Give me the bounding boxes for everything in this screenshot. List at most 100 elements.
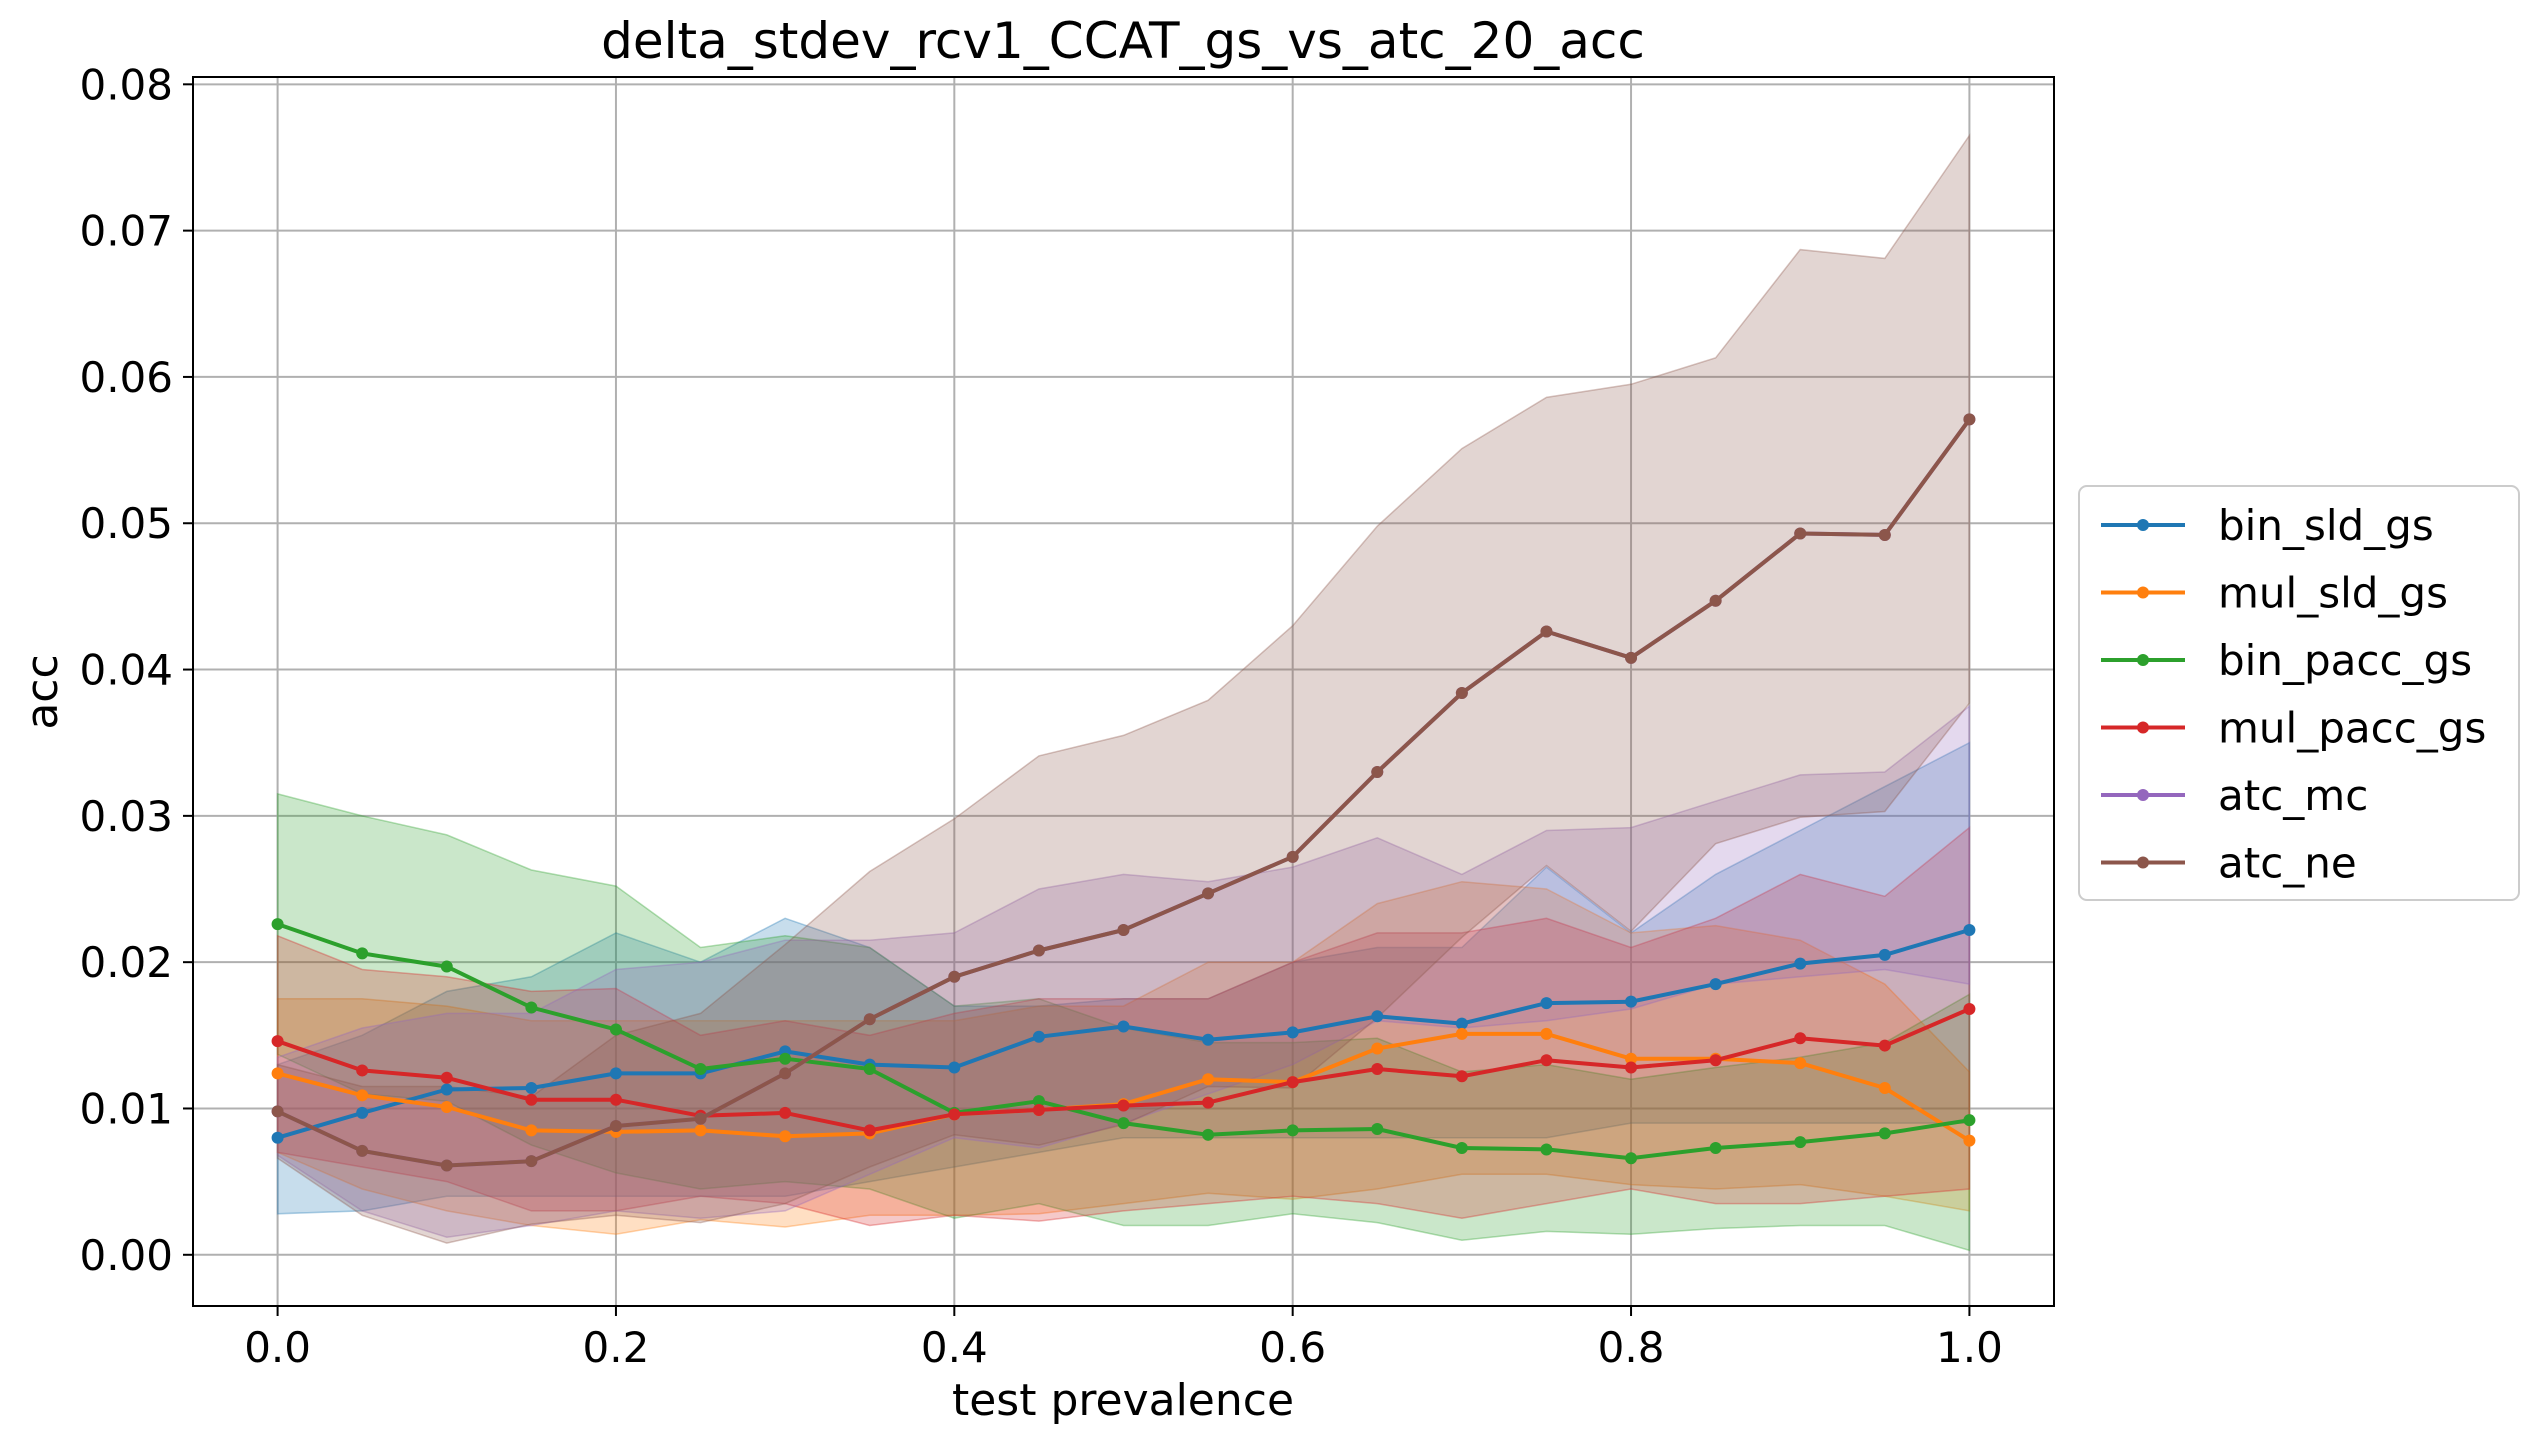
band-atc_mc <box>276 704 1971 1238</box>
point-bin_sld_gs <box>948 1061 961 1074</box>
point-bin_pacc_gs <box>1455 1141 1468 1154</box>
point-atc_ne <box>863 1013 876 1026</box>
y-tick-label: 0.04 <box>79 646 173 695</box>
legend-label-bin_sld_gs: bin_sld_gs <box>2218 501 2434 550</box>
point-atc_ne <box>779 1067 792 1080</box>
point-bin_sld_gs <box>1202 1033 1215 1046</box>
y-tick-label: 0.00 <box>79 1231 173 1280</box>
point-bin_pacc_gs <box>440 960 453 973</box>
x-axis-label: test prevalence <box>952 1375 1294 1426</box>
point-bin_sld_gs <box>440 1083 453 1096</box>
point-mul_sld_gs <box>1794 1057 1807 1070</box>
legend-marker-mul_sld_gs <box>2137 586 2149 599</box>
point-mul_pacc_gs <box>1540 1054 1553 1067</box>
point-bin_pacc_gs <box>1878 1127 1891 1140</box>
x-tick-label: 0.8 <box>1598 1323 1665 1372</box>
legend-label-atc_ne: atc_ne <box>2218 839 2357 888</box>
point-atc_ne <box>609 1120 622 1133</box>
legend-label-bin_pacc_gs: bin_pacc_gs <box>2218 636 2472 685</box>
point-bin_pacc_gs <box>1286 1124 1299 1137</box>
point-bin_sld_gs <box>1709 978 1722 991</box>
point-mul_sld_gs <box>525 1124 538 1137</box>
point-atc_ne <box>440 1159 453 1172</box>
point-bin_pacc_gs <box>1540 1143 1553 1156</box>
legend-box <box>2078 485 2520 901</box>
point-mul_sld_gs <box>694 1124 707 1137</box>
point-bin_sld_gs <box>1455 1017 1468 1030</box>
point-atc_ne <box>1286 850 1299 863</box>
point-mul_pacc_gs <box>1963 1002 1976 1015</box>
y-tick-label: 0.02 <box>79 938 173 987</box>
point-mul_pacc_gs <box>1878 1039 1891 1052</box>
point-atc_ne <box>1963 413 1976 426</box>
point-atc_ne <box>1794 527 1807 540</box>
point-mul_pacc_gs <box>1371 1062 1384 1075</box>
point-mul_pacc_gs <box>1032 1103 1045 1116</box>
point-mul_sld_gs <box>1371 1042 1384 1055</box>
series-lines <box>271 413 1976 1172</box>
point-mul_pacc_gs <box>948 1108 961 1121</box>
point-bin_pacc_gs <box>1794 1136 1807 1149</box>
point-mul_pacc_gs <box>1117 1099 1130 1112</box>
point-mul_pacc_gs <box>1202 1096 1215 1109</box>
point-atc_ne <box>1371 765 1384 778</box>
x-tick-label: 0.4 <box>921 1323 988 1372</box>
point-mul_pacc_gs <box>440 1071 453 1084</box>
y-tick-label: 0.07 <box>79 207 173 256</box>
point-atc_ne <box>1540 625 1553 638</box>
point-atc_ne <box>1455 686 1468 699</box>
point-mul_sld_gs <box>1540 1027 1553 1040</box>
point-bin_sld_gs <box>609 1067 622 1080</box>
point-atc_ne <box>1032 944 1045 957</box>
point-mul_pacc_gs <box>1709 1054 1722 1067</box>
point-bin_pacc_gs <box>271 918 284 931</box>
point-bin_pacc_gs <box>356 947 369 960</box>
point-atc_ne <box>694 1112 707 1125</box>
legend-label-mul_pacc_gs: mul_pacc_gs <box>2218 704 2486 753</box>
point-mul_sld_gs <box>1202 1073 1215 1086</box>
point-mul_pacc_gs <box>779 1106 792 1119</box>
y-tick-label: 0.06 <box>79 353 173 402</box>
y-tick-label: 0.03 <box>79 792 173 841</box>
point-atc_ne <box>1202 887 1215 900</box>
legend-marker-atc_ne <box>2137 856 2149 869</box>
point-mul_pacc_gs <box>1794 1032 1807 1045</box>
point-mul_pacc_gs <box>1286 1076 1299 1089</box>
point-bin_sld_gs <box>1794 957 1807 970</box>
point-bin_pacc_gs <box>694 1062 707 1075</box>
point-bin_pacc_gs <box>1032 1095 1045 1108</box>
legend-marker-bin_pacc_gs <box>2137 654 2149 666</box>
point-bin_pacc_gs <box>1709 1141 1722 1154</box>
point-bin_pacc_gs <box>525 1001 538 1014</box>
point-bin_sld_gs <box>356 1106 369 1119</box>
point-bin_pacc_gs <box>609 1023 622 1036</box>
point-atc_ne <box>1709 594 1722 607</box>
x-axis-ticks: 0.0 0.2 0.4 0.6 0.8 1.0 <box>244 1306 2003 1372</box>
legend: bin_sld_gs mul_sld_gs bin_pacc_gs mul_pacc_… <box>2078 485 2520 901</box>
point-bin_sld_gs <box>271 1131 284 1144</box>
point-bin_sld_gs <box>1032 1030 1045 1043</box>
point-mul_pacc_gs <box>1625 1061 1638 1074</box>
point-bin_sld_gs <box>1878 948 1891 961</box>
legend-items: bin_sld_gs mul_sld_gs bin_pacc_gs mul_pacc_… <box>2101 501 2486 888</box>
point-bin_sld_gs <box>1117 1020 1130 1033</box>
chart-title: delta_stdev_rcv1_CCAT_gs_vs_atc_20_acc <box>601 12 1645 70</box>
point-mul_pacc_gs <box>525 1093 538 1106</box>
point-atc_ne <box>1117 923 1130 936</box>
point-mul_pacc_gs <box>1455 1070 1468 1083</box>
legend-label-atc_mc: atc_mc <box>2218 771 2368 820</box>
point-bin_sld_gs <box>1625 995 1638 1008</box>
y-tick-label: 0.05 <box>79 499 173 548</box>
point-mul_sld_gs <box>1455 1027 1468 1040</box>
point-atc_ne <box>1878 528 1891 541</box>
point-mul_pacc_gs <box>863 1124 876 1137</box>
y-axis-label: acc <box>17 654 68 729</box>
point-atc_ne <box>356 1144 369 1157</box>
legend-marker-atc_mc <box>2137 789 2149 801</box>
point-bin_pacc_gs <box>863 1062 876 1075</box>
point-mul_sld_gs <box>440 1101 453 1114</box>
point-mul_sld_gs <box>1625 1052 1638 1065</box>
legend-label-mul_sld_gs: mul_sld_gs <box>2218 569 2448 618</box>
